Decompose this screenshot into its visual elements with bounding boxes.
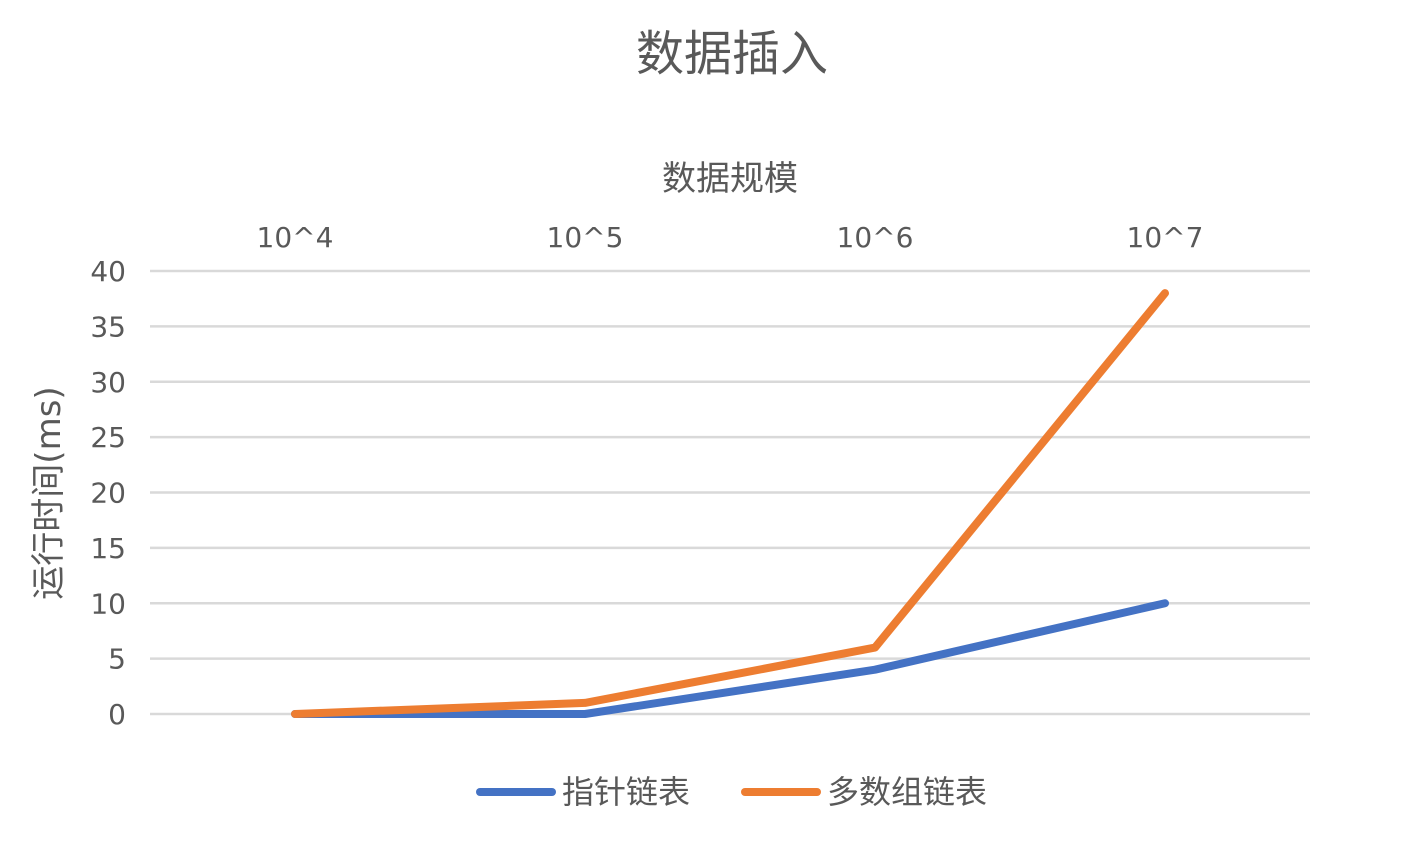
y-tick-label: 40 (90, 255, 126, 288)
y-axis-title: 运行时间(ms) (29, 386, 69, 599)
y-tick-label: 25 (90, 421, 126, 454)
chart-title: 数据插入 (636, 26, 828, 82)
legend-label: 多数组链表 (827, 773, 987, 811)
series-lines (291, 289, 1169, 718)
y-tick-label: 15 (90, 532, 126, 565)
series-line (291, 599, 1169, 718)
y-tick-label: 5 (108, 643, 126, 676)
x-tick-label: 10^7 (1127, 221, 1204, 254)
y-tick-label: 0 (108, 698, 126, 731)
x-tick-label: 10^5 (547, 221, 624, 254)
y-axis-ticks: 0 5 10 15 20 25 30 35 40 (90, 255, 126, 731)
legend: 指针链表 多数组链表 (476, 773, 987, 811)
y-tick-label: 10 (90, 587, 126, 620)
x-tick-label: 10^4 (257, 221, 334, 254)
series-line (291, 289, 1169, 718)
y-tick-label: 35 (90, 310, 126, 343)
x-axis-ticks: 10^4 10^5 10^6 10^7 (257, 221, 1204, 254)
y-tick-label: 20 (90, 477, 126, 510)
x-axis-title: 数据规模 (662, 159, 798, 199)
gridlines (150, 269, 1310, 716)
y-tick-label: 30 (90, 366, 126, 399)
legend-label: 指针链表 (562, 773, 690, 811)
x-tick-label: 10^6 (837, 221, 914, 254)
